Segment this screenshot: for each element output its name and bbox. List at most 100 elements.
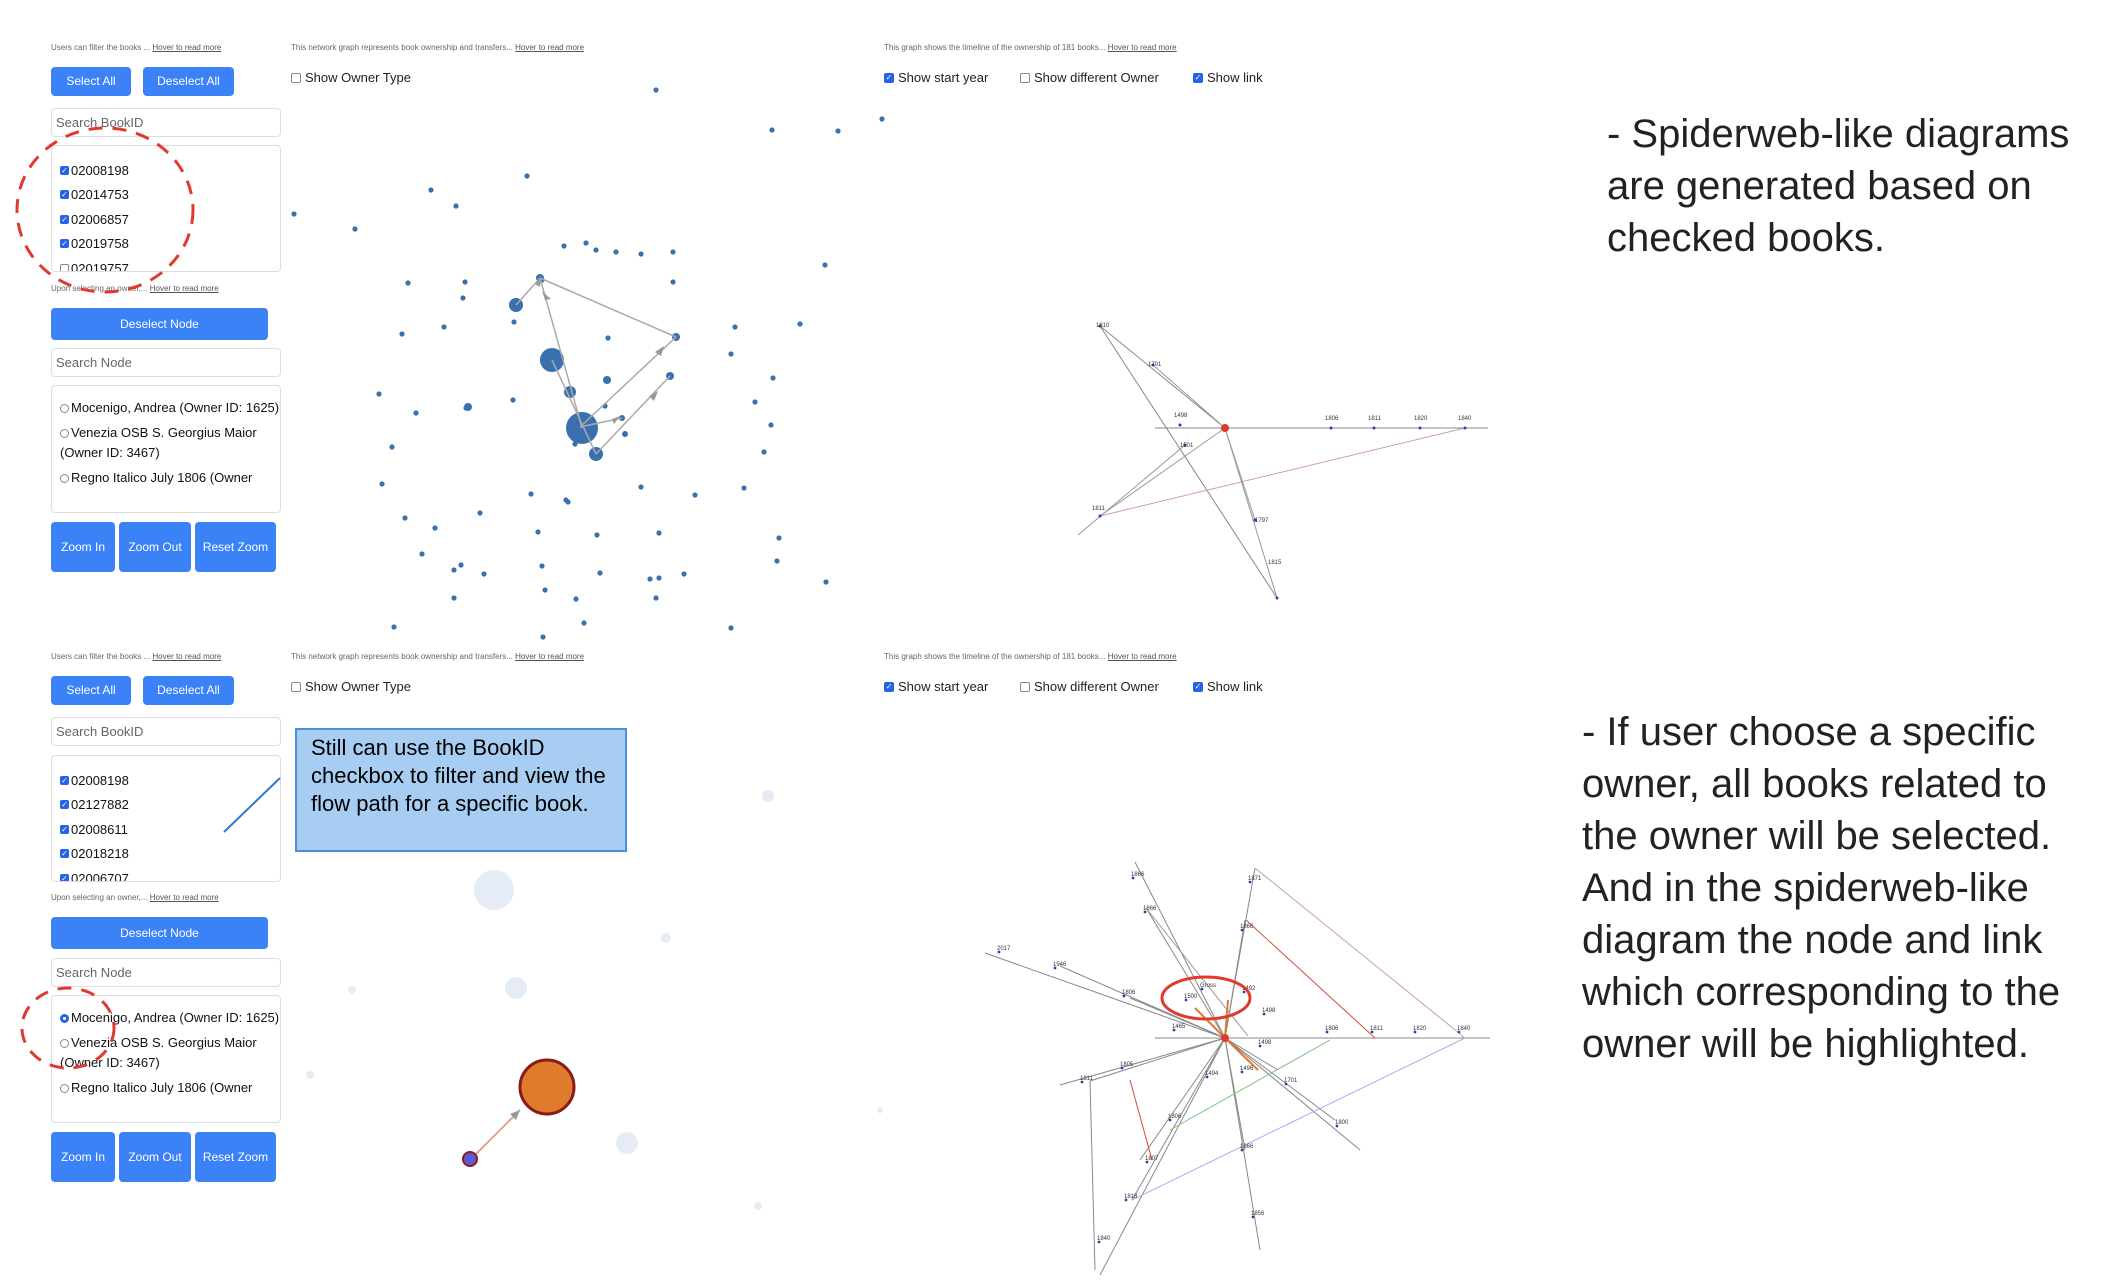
graph-node	[670, 279, 676, 285]
reset-zoom-button[interactable]: Reset Zoom	[195, 1132, 276, 1182]
owner-list: Mocenigo, Andrea (Owner ID: 1625) Venezi…	[51, 995, 281, 1123]
checkbox[interactable]: ✓	[60, 214, 69, 224]
year-label: 1856	[1251, 1211, 1265, 1217]
select-all-button[interactable]: Select All	[51, 67, 131, 96]
deselect-all-button[interactable]: Deselect All	[143, 67, 234, 96]
checkbox[interactable]: ✓	[60, 190, 69, 200]
checkbox[interactable]: ✓	[60, 873, 69, 882]
year-label: 1492	[1242, 986, 1256, 992]
show-start-year-toggle[interactable]: ✓ Show start year	[884, 70, 989, 85]
checkbox[interactable]: ✓	[884, 72, 894, 83]
graph-node	[638, 251, 644, 257]
checkbox[interactable]	[1020, 681, 1030, 692]
hover-link[interactable]: Hover to read more	[149, 893, 219, 902]
select-all-button[interactable]: Select All	[51, 676, 131, 705]
checkbox[interactable]: ✓	[60, 165, 69, 175]
checkbox[interactable]: ✓	[60, 849, 69, 859]
radio-button[interactable]	[60, 474, 69, 484]
show-link-toggle[interactable]: ✓ Show link	[1193, 70, 1263, 85]
graph-node	[453, 203, 459, 209]
book-item[interactable]: ✓ 02019758	[60, 236, 129, 252]
graph-node	[464, 403, 472, 411]
graph-node	[402, 515, 408, 521]
owner-item[interactable]: Regno Italico July 1806 (Owner	[52, 468, 280, 488]
timeline-dot	[1413, 1030, 1417, 1034]
radio-button[interactable]	[60, 1014, 69, 1024]
search-node-input[interactable]: Search Node	[51, 348, 281, 377]
checkbox[interactable]: ✓	[884, 681, 894, 692]
book-item[interactable]: ✓ 02006857	[60, 211, 129, 227]
show-owner-type-toggle[interactable]: Show Owner Type	[291, 70, 411, 85]
zoom-in-button[interactable]: Zoom In	[51, 522, 115, 572]
checkbox[interactable]: ✓	[1193, 681, 1203, 692]
timeline-dot	[1463, 426, 1467, 430]
hover-link[interactable]: Hover to read more	[515, 652, 585, 661]
owner-item[interactable]: Venezia OSB S. Georgius Maior (Owner ID:…	[60, 425, 257, 460]
year-label: 1800	[1335, 1120, 1349, 1126]
show-owner-type-toggle[interactable]: Show Owner Type	[291, 679, 411, 694]
checkbox[interactable]	[291, 681, 301, 692]
zoom-out-button[interactable]: Zoom Out	[119, 522, 191, 572]
graph-node	[594, 532, 600, 538]
radio-button[interactable]	[60, 404, 69, 414]
radio-button[interactable]	[60, 429, 69, 439]
timeline-dot	[1122, 994, 1126, 998]
owner-item[interactable]: Regno Italico July 1806 (Owner	[52, 1078, 280, 1098]
owner-item[interactable]: Mocenigo, Andrea (Owner ID: 1625)	[52, 398, 280, 418]
graph-node	[524, 173, 530, 179]
book-item[interactable]: ✓ 02127882	[60, 797, 129, 813]
year-label: 1806	[1325, 416, 1339, 422]
year-label: 1501	[1180, 443, 1194, 449]
year-label: 1840	[1458, 416, 1472, 422]
hover-link[interactable]: Hover to read more	[152, 652, 222, 661]
checkbox[interactable]: ✓	[60, 775, 69, 785]
show-start-year-toggle[interactable]: ✓ Show start year	[884, 679, 989, 694]
zoom-out-button[interactable]: Zoom Out	[119, 1132, 191, 1182]
book-item[interactable]: ✓ 02008611	[60, 821, 128, 837]
book-item[interactable]: ✓ 02006707	[60, 870, 129, 882]
search-bookid-input[interactable]: Search BookID	[51, 717, 281, 746]
deselect-node-button[interactable]: Deselect Node	[51, 917, 268, 949]
search-node-input[interactable]: Search Node	[51, 958, 281, 987]
timeline-dot	[1329, 426, 1333, 430]
hover-link[interactable]: Hover to read more	[515, 43, 585, 52]
show-different-owner-toggle[interactable]: Show different Owner	[1020, 70, 1159, 85]
graph-node	[879, 116, 885, 122]
checkbox[interactable]: ✓	[60, 824, 69, 834]
hover-link[interactable]: Hover to read more	[152, 43, 222, 52]
hover-link[interactable]: Hover to read more	[1107, 43, 1177, 52]
show-link-toggle[interactable]: ✓ Show link	[1193, 679, 1263, 694]
book-item[interactable]: ✓ 02008198	[60, 772, 129, 788]
graph-node	[573, 596, 579, 602]
checkbox[interactable]	[291, 72, 301, 83]
hover-link[interactable]: Hover to read more	[149, 284, 219, 293]
search-bookid-input[interactable]: Search BookID	[51, 108, 281, 137]
deselect-node-button[interactable]: Deselect Node	[51, 308, 268, 340]
checkbox[interactable]	[1020, 72, 1030, 83]
owner-item[interactable]: Mocenigo, Andrea (Owner ID: 1625)	[52, 1008, 280, 1028]
year-label: 1805	[1120, 1062, 1134, 1068]
timeline-dot	[1262, 1012, 1266, 1016]
graph-node	[291, 211, 297, 217]
radio-button[interactable]	[60, 1039, 69, 1049]
reset-zoom-button[interactable]: Reset Zoom	[195, 522, 276, 572]
checkbox[interactable]: ✓	[1193, 72, 1203, 83]
radio-button[interactable]	[60, 1084, 69, 1094]
graph-node	[605, 335, 611, 341]
checkbox[interactable]: ✓	[60, 239, 69, 249]
book-item[interactable]: ✓ 02014753	[60, 187, 129, 203]
book-item[interactable]: ✓ 02008198	[60, 162, 129, 178]
timeline-dot	[1325, 1030, 1329, 1034]
checkbox[interactable]	[60, 263, 69, 271]
deselect-all-button[interactable]: Deselect All	[143, 676, 234, 705]
year-label: Gross	[1200, 983, 1216, 989]
zoom-in-button[interactable]: Zoom In	[51, 1132, 115, 1182]
show-different-owner-toggle[interactable]: Show different Owner	[1020, 679, 1159, 694]
timeline-dot	[1240, 1070, 1244, 1074]
graph-node	[510, 397, 516, 403]
checkbox[interactable]: ✓	[60, 800, 69, 810]
book-item[interactable]: ✓ 02018218	[60, 846, 129, 862]
hover-link[interactable]: Hover to read more	[1107, 652, 1177, 661]
book-item[interactable]: 02019757	[60, 256, 280, 271]
